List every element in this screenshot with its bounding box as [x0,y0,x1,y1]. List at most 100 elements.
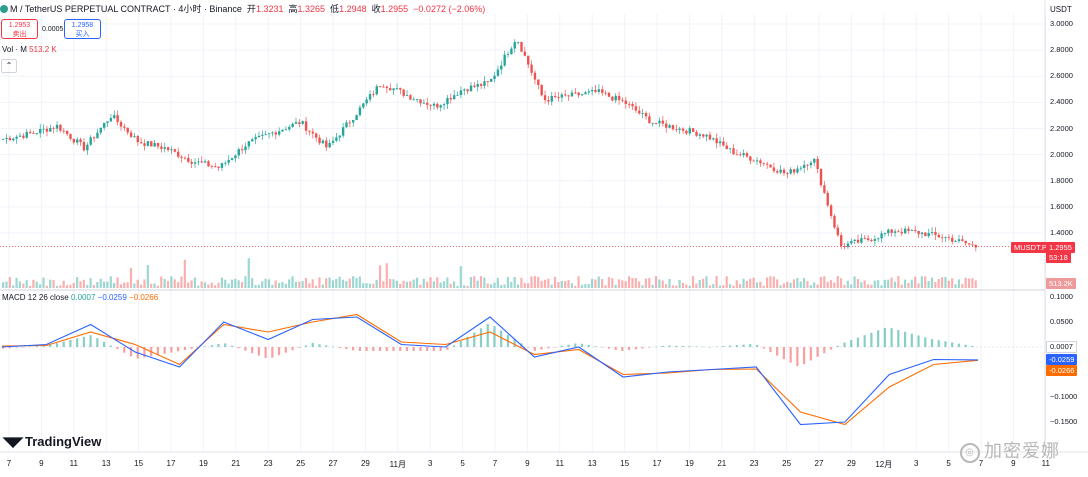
macd-histogram-bar [217,344,220,347]
volume-bar [442,281,446,288]
volume-bar [971,278,974,288]
volume-bar [607,277,610,288]
candle-body [187,157,190,162]
volume-bar [611,278,614,288]
macd-histogram-bar [2,347,5,349]
candle-body [230,158,234,160]
volume-bar [695,283,698,288]
volume-bar [136,279,139,288]
macd-tick-label: −0.1500 [1050,417,1078,426]
candle-body [813,158,816,163]
macd-histogram-bar [722,346,725,347]
candle-body [45,128,49,132]
macd-tick-label: 0.1000 [1050,292,1073,301]
volume-bar [924,276,927,288]
brand-name: TradingView [25,434,102,449]
chevron-up-icon[interactable]: ⌃ [1,59,17,73]
volume-bar [715,276,718,288]
sell-button[interactable]: 1.2953 卖出 [1,19,38,39]
candle-body [261,134,264,136]
volume-bar [405,281,409,288]
volume-legend[interactable]: Vol · M 513.2 K [2,45,57,54]
candle-body [8,137,12,141]
macd-histogram-bar [392,347,395,351]
volume-bar [944,276,947,288]
candle-body [840,235,843,247]
macd-legend[interactable]: MACD 12 26 close 0.0007 −0.0259 −0.0266 [2,293,158,302]
macd-histogram-bar [230,345,234,347]
volume-bar [473,276,476,288]
candle-body [611,96,614,101]
buy-button[interactable]: 1.2958 买入 [64,19,101,39]
macd-histogram-bar [540,347,543,350]
candle-body [961,239,964,241]
candle-body [527,55,530,65]
candle-body [698,134,702,136]
watermark: ◎ 加密爱娜 [960,437,1060,463]
time-tick-label: 9 [1011,459,1016,468]
time-tick-label: 17 [652,459,662,468]
volume-bar [951,278,954,288]
symbol-title[interactable]: M / TetherUS PERPETUAL CONTRACT · 4小时 · … [10,4,242,14]
candle-body [314,133,318,138]
candle-body [550,95,553,102]
candle-body [106,121,109,123]
candle-body [2,139,5,140]
candle-body [473,85,476,87]
macd-histogram-bar [809,347,812,361]
volume-bars [2,258,977,288]
volume-bar [96,282,99,288]
volume-bar [490,284,493,288]
candle-body [850,240,853,244]
volume-bar [587,283,590,288]
currency-label[interactable]: USDT [1050,5,1072,14]
chart-header: M / TetherUS PERPETUAL CONTRACT · 4小时 · … [0,2,485,15]
volume-bar [449,283,452,288]
volume-bar [214,285,217,288]
volume-bar [755,282,759,288]
candle-body [516,42,520,43]
macd-histogram-bar [587,344,590,347]
candle-body [69,134,72,139]
macd-histogram-bar [755,345,759,347]
volume-bar [392,279,395,288]
candle-body [5,137,8,140]
candle-body [355,115,358,121]
volume-bar [648,278,651,288]
candle-body [816,158,819,169]
macd-histogram-bar [62,341,65,347]
tradingview-logo[interactable]: ◥◤ TradingView [3,434,101,450]
candle-body [173,149,177,152]
candle-body [170,149,173,151]
macd-histogram-bar [224,343,227,347]
candle-body [298,122,301,124]
macd-histogram-bar [627,347,631,351]
volume-bar [860,282,863,288]
candle-body [614,95,617,101]
volume-bar [735,280,738,288]
volume-bar [776,279,779,288]
macd-histogram-bar [897,329,900,347]
macd-histogram-bar [641,347,644,349]
volume-bar [426,281,429,288]
time-tick-label: 15 [620,459,630,468]
candle-body [927,232,930,237]
time-tick-label: 23 [263,459,273,468]
volume-bar [806,281,809,288]
candle-body [180,156,183,158]
volume-bar [35,281,38,288]
candle-body [52,127,55,129]
candle-body [247,141,251,147]
volume-bar [961,284,964,288]
macd-histogram-bar [877,330,880,347]
candle-body [749,156,752,161]
volume-bar [675,285,678,288]
candle-body [490,79,493,82]
candle-body [348,122,352,124]
candle-body [439,105,442,108]
macd-line [1,316,979,426]
time-tick-label: 7 [978,459,984,468]
volume-bar [759,281,762,288]
macd-histogram-bar [513,338,516,347]
